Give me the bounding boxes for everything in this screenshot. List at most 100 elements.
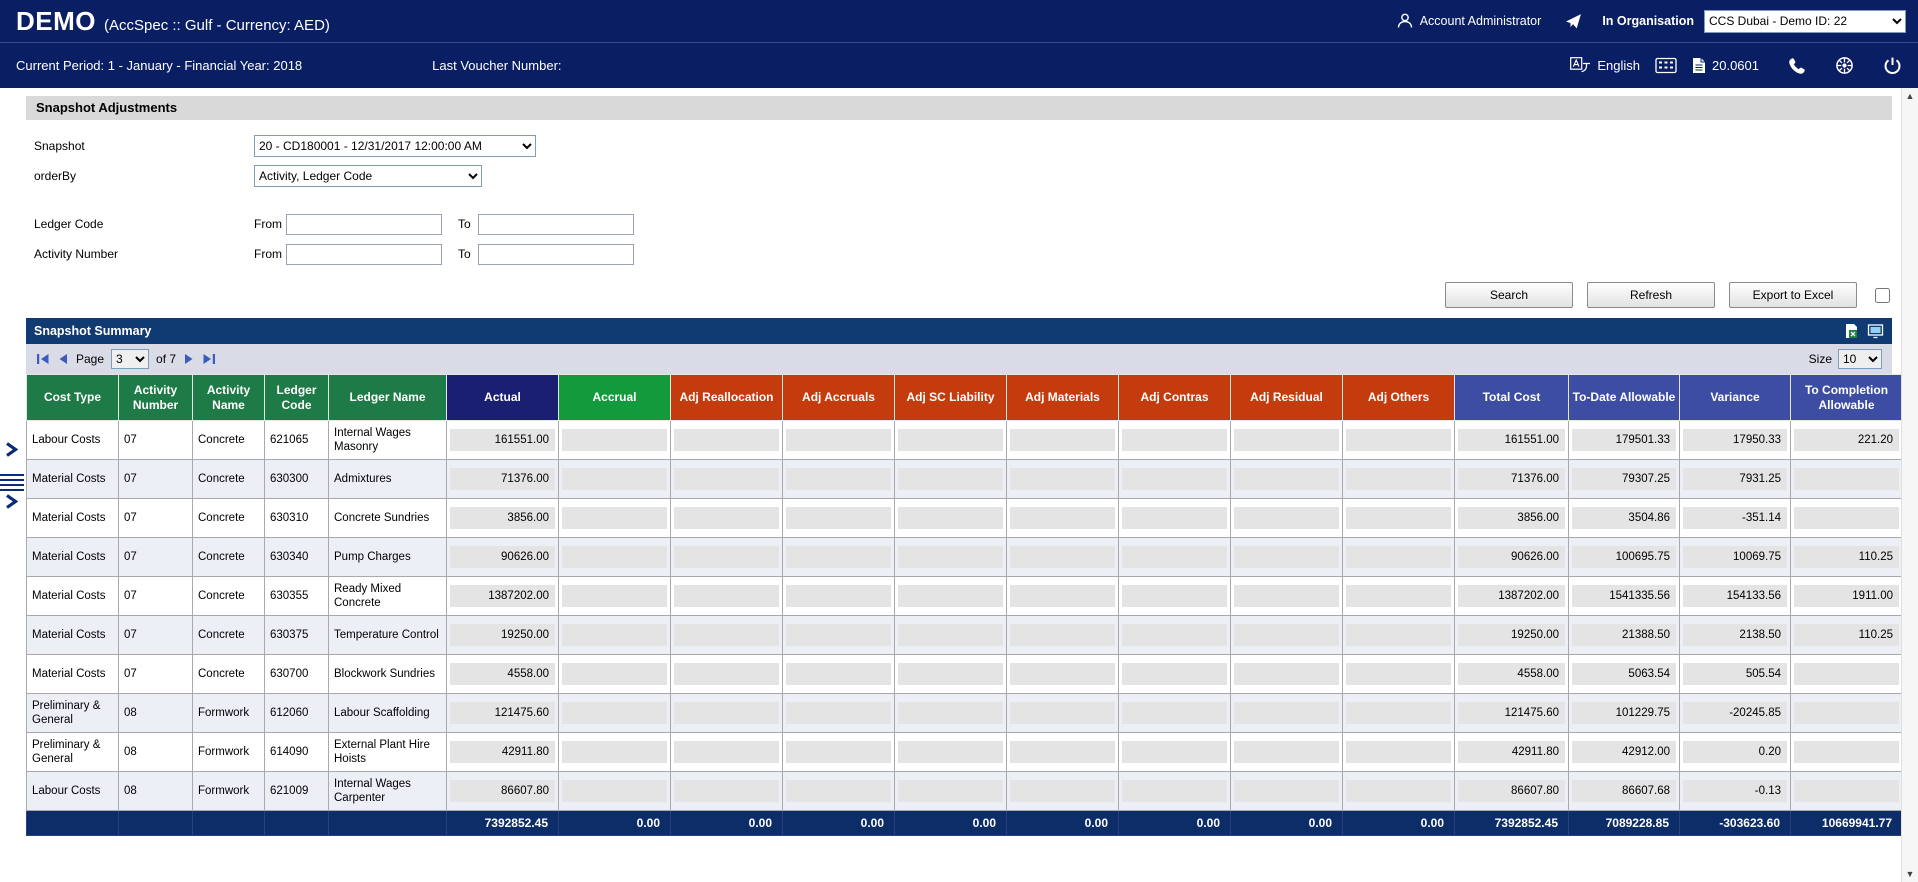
snapshot-summary-bar: Snapshot Summary [26, 318, 1892, 344]
numeric-field-total-cost: 1387202.00 [1458, 585, 1565, 607]
totals-cell-variance: -303623.60 [1679, 810, 1791, 836]
scroll-down-icon[interactable]: ▼ [1905, 869, 1915, 879]
numeric-field-adj-reallocation [674, 585, 779, 607]
snapshot-select[interactable]: 20 - CD180001 - 12/31/2017 12:00:00 AM [254, 135, 536, 157]
numeric-field-adj-others [1346, 702, 1451, 724]
in-organisation-label: In Organisation [1602, 14, 1694, 28]
cell-variance: -0.13 [1679, 771, 1791, 811]
numeric-field-total-cost: 71376.00 [1458, 468, 1565, 490]
cell-activity-number: 07 [118, 615, 193, 655]
cell-adj-contras [1118, 498, 1231, 538]
cell-adj-materials [1006, 732, 1119, 772]
page-size-select[interactable]: 10 [1838, 349, 1882, 369]
totals-cell-total-cost: 7392852.45 [1454, 810, 1569, 836]
cell-adj-residual [1230, 654, 1343, 694]
cell-activity-name: Formwork [192, 732, 265, 772]
user-menu[interactable]: Account Administrator [1396, 12, 1542, 30]
cell-total-cost: 90626.00 [1454, 537, 1569, 577]
refresh-button[interactable]: Refresh [1587, 282, 1715, 308]
numeric-field-adj-contras [1122, 663, 1227, 685]
numeric-field-adj-reallocation [674, 702, 779, 724]
next-page-button[interactable] [183, 353, 195, 365]
activity-to-label: To [458, 247, 471, 261]
page-label: Page [76, 352, 105, 366]
prev-page-button[interactable] [57, 353, 69, 365]
numeric-field-to-date-allowable: 1541335.56 [1572, 585, 1676, 607]
power-icon[interactable] [1883, 56, 1902, 75]
filters-form: Snapshot 20 - CD180001 - 12/31/2017 12:0… [26, 134, 1892, 266]
cell-adj-accruals [782, 654, 895, 694]
cell-adj-materials [1006, 498, 1119, 538]
numeric-field-adj-contras [1122, 741, 1227, 763]
export-to-excel-button[interactable]: Export to Excel [1729, 282, 1857, 308]
menu-hamburger-icon[interactable] [0, 474, 24, 491]
ledger-code-from-input[interactable] [286, 213, 442, 235]
numeric-field-adj-residual [1234, 780, 1339, 802]
column-header-total-cost: Total Cost [1454, 374, 1569, 421]
scroll-up-icon[interactable]: ▲ [1905, 91, 1915, 101]
plane-icon[interactable] [1565, 13, 1582, 30]
ledger-code-to-input[interactable] [478, 213, 634, 235]
cell-adj-residual [1230, 615, 1343, 655]
numeric-field-variance: 505.54 [1683, 663, 1787, 685]
cell-adj-others [1342, 459, 1455, 499]
cell-adj-reallocation [670, 654, 783, 694]
language-button[interactable]: English [1570, 57, 1640, 74]
table-row: Labour Costs 08 Formwork 621009 Internal Wag… [26, 771, 1903, 811]
version-button[interactable]: 20.0601 [1692, 57, 1759, 74]
phone-icon[interactable] [1788, 57, 1806, 75]
last-page-button[interactable] [202, 353, 216, 365]
expand-panel-chevron-icon[interactable] [5, 442, 24, 460]
cell-to-date-allowable: 101229.75 [1568, 693, 1680, 733]
numeric-field-adj-sc-liability [898, 429, 1003, 451]
brand-suffix: (AccSpec :: Gulf - Currency: AED) [104, 16, 330, 34]
cell-adj-contras [1118, 654, 1231, 694]
cell-ledger-name: Internal Wages Masonry [328, 420, 447, 460]
cell-activity-number: 08 [118, 732, 193, 772]
numeric-field-adj-materials [1010, 741, 1115, 763]
cell-cost-type: Labour Costs [26, 771, 119, 811]
vertical-scrollbar[interactable]: ▲ ▼ [1901, 88, 1918, 882]
numeric-field-adj-others [1346, 429, 1451, 451]
left-rail [0, 442, 24, 512]
cell-adj-contras [1118, 537, 1231, 577]
cell-adj-accruals [782, 693, 895, 733]
totals-cell-adj-others: 0.00 [1342, 810, 1455, 836]
calculator-icon[interactable] [1655, 57, 1677, 74]
numeric-field-adj-sc-liability [898, 468, 1003, 490]
cell-ledger-name: Internal Wages Carpenter [328, 771, 447, 811]
numeric-field-variance: -0.13 [1683, 780, 1787, 802]
cell-adj-reallocation [670, 693, 783, 733]
column-header-ledger-code: Ledger Code [264, 374, 329, 421]
cell-cost-type: Material Costs [26, 537, 119, 577]
excel-export-icon[interactable] [1843, 323, 1859, 339]
column-header-variance: Variance [1679, 374, 1791, 421]
cell-adj-materials [1006, 615, 1119, 655]
last-voucher-label: Last Voucher Number: [432, 58, 562, 73]
snapshot-label: Snapshot [34, 139, 85, 153]
orderby-select[interactable]: Activity, Ledger Code [254, 165, 482, 187]
numeric-field-adj-reallocation [674, 468, 779, 490]
page-select[interactable]: 3 [111, 349, 150, 369]
user-name: Account Administrator [1419, 14, 1542, 28]
wheel-icon[interactable] [1835, 56, 1854, 75]
cell-activity-name: Concrete [192, 537, 265, 577]
first-page-button[interactable] [36, 353, 50, 365]
cell-ledger-code: 630700 [264, 654, 329, 694]
screen-icon[interactable] [1867, 323, 1884, 339]
export-option-checkbox[interactable] [1875, 287, 1890, 303]
organisation-select[interactable]: CCS Dubai - Demo ID: 22 [1704, 9, 1906, 33]
search-button[interactable]: Search [1445, 282, 1573, 308]
activity-number-from-input[interactable] [286, 243, 442, 265]
activity-number-to-input[interactable] [478, 243, 634, 265]
numeric-field-adj-residual [1234, 624, 1339, 646]
cell-adj-reallocation [670, 459, 783, 499]
cell-total-cost: 19250.00 [1454, 615, 1569, 655]
column-header-adj-others: Adj Others [1342, 374, 1455, 421]
numeric-field-variance: -20245.85 [1683, 702, 1787, 724]
cell-to-completion-allowable: 110.25 [1790, 615, 1903, 655]
numeric-field-adj-contras [1122, 546, 1227, 568]
expand-menu-chevron-icon[interactable] [5, 494, 24, 512]
numeric-field-to-completion-allowable: 1911.00 [1794, 585, 1899, 607]
cell-to-date-allowable: 42912.00 [1568, 732, 1680, 772]
